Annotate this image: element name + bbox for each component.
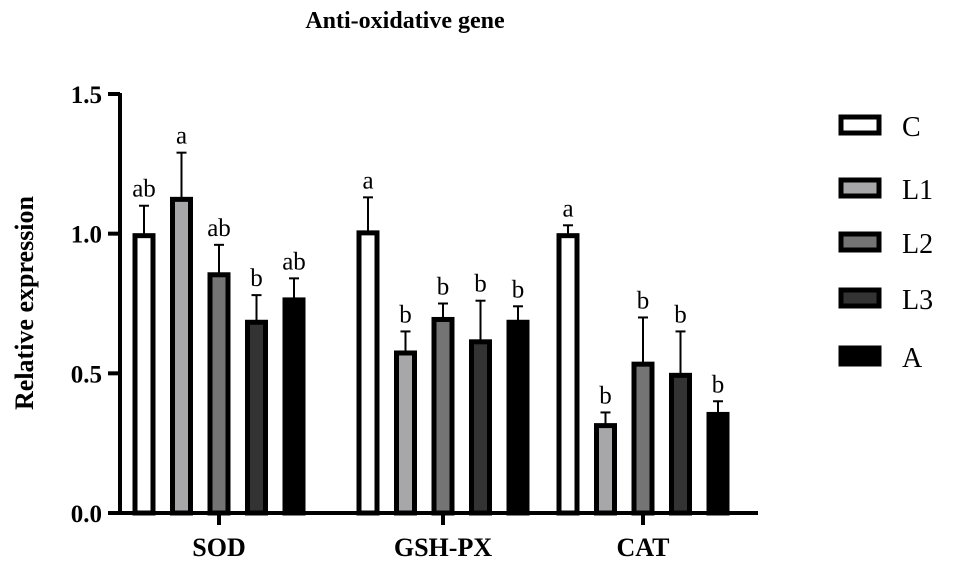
bar-L2-CAT: [631, 361, 655, 516]
legend-label-A: A: [902, 343, 923, 374]
bar-L1-CAT: [594, 423, 617, 516]
x-tick-label-gsh-px: GSH-PX: [394, 533, 492, 562]
y-tick-label: 0.5: [71, 361, 102, 388]
legend-label-C: C: [902, 112, 921, 143]
legend-swatch-L2: [838, 231, 882, 253]
significance-label: b: [712, 371, 725, 398]
legend-label-L1: L1: [902, 175, 933, 206]
bar-L2-SOD: [207, 272, 231, 516]
bar-C-GSH-PX: [356, 230, 380, 516]
significance-label: b: [599, 382, 612, 409]
bar-L1-GSH-PX: [394, 350, 417, 516]
significance-label: ab: [132, 176, 156, 203]
y-axis-label: Relative expression: [10, 195, 39, 410]
y-tick-label: 0.0: [71, 501, 102, 528]
significance-label: ab: [282, 248, 306, 275]
significance-label: b: [474, 271, 487, 298]
x-tick-label-cat: CAT: [617, 533, 670, 562]
significance-label: a: [362, 167, 373, 194]
legend-swatch-A: [838, 345, 882, 367]
legend-label-L2: L2: [902, 229, 933, 260]
legend-swatch-C: [838, 114, 882, 136]
significance-label: b: [250, 265, 263, 292]
bar-L1-SOD: [170, 196, 193, 516]
significance-label: b: [637, 287, 650, 314]
significance-label: ab: [207, 215, 231, 242]
legend-swatch-L3: [838, 287, 882, 309]
significance-label: b: [674, 301, 687, 328]
significance-label: b: [512, 276, 525, 303]
y-tick-label: 1.5: [71, 82, 102, 109]
bar-A-CAT: [706, 411, 730, 516]
significance-label: b: [437, 274, 450, 301]
bar-L3-CAT: [669, 372, 692, 516]
y-tick-label: 1.0: [71, 222, 102, 249]
bar-A-GSH-PX: [506, 319, 530, 516]
bar-A-SOD: [282, 297, 306, 516]
x-tick-label-sod: SOD: [192, 533, 245, 562]
chart-title: Anti-oxidative gene: [305, 8, 505, 34]
significance-label: b: [399, 301, 412, 328]
bar-L2-GSH-PX: [431, 316, 455, 516]
significance-label: a: [562, 195, 573, 222]
bar-L3-SOD: [245, 319, 268, 516]
bar-L3-GSH-PX: [469, 339, 492, 516]
legend-swatch-L1: [838, 177, 882, 199]
significance-label: a: [176, 123, 187, 150]
bar-C-CAT: [556, 233, 580, 516]
legend-label-L3: L3: [902, 285, 933, 316]
bar-C-SOD: [132, 233, 156, 516]
